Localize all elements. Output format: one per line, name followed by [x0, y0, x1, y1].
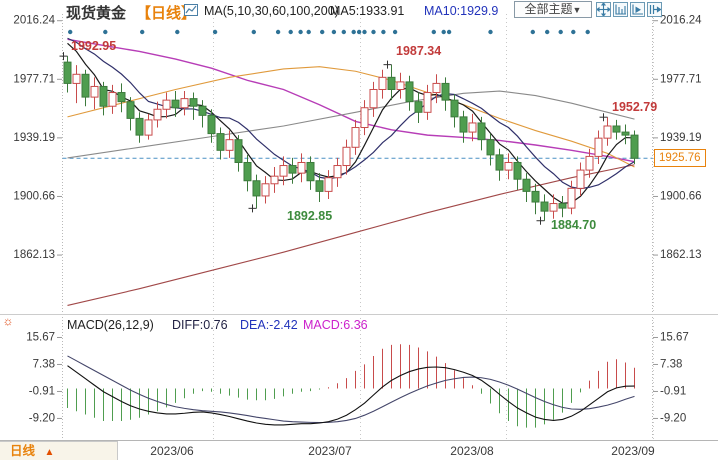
price-axis-label: 1900.66	[13, 190, 55, 202]
macd-params-label: MACD(26,12,9)	[67, 318, 154, 332]
ma10-value-label: MA10:1929.9	[424, 4, 499, 18]
annotations-layer: 1992.95 1987.34 1952.79 1892.85 1884.70	[59, 39, 657, 232]
price-axis-label: 1900.66	[660, 190, 702, 202]
themes-dropdown-label: 全部主题	[524, 2, 573, 16]
period-tag: 【日线】	[136, 5, 197, 22]
price-axis-label: 7.38	[660, 359, 682, 371]
macd-dif-line	[67, 365, 635, 426]
pan-tool-icon[interactable]	[596, 2, 611, 17]
ma-line-ma100	[67, 90, 635, 159]
price-annotation-low: 1884.70	[551, 218, 596, 232]
price-annotation-high: 1952.79	[612, 100, 657, 114]
price-annotation-high: 1987.34	[396, 44, 441, 58]
macd-diff-label: DIFF:0.76	[172, 318, 228, 332]
indicator-settings-icon[interactable]: ☼	[1, 314, 15, 328]
tab-daily-period[interactable]: 日线 ▲	[0, 441, 118, 460]
date-axis-label: 2023/06	[150, 444, 194, 458]
play-axis-tool-icon[interactable]	[630, 2, 645, 17]
price-axis-label: -0.91	[29, 385, 55, 397]
ma-line-ma200	[67, 164, 635, 306]
date-axis-label: 2023/09	[611, 444, 655, 458]
ma-line-ma5	[67, 42, 635, 204]
tab-daily-label: 日线	[10, 444, 36, 458]
ma-line-ma60	[67, 66, 635, 168]
ma5-value-label: MA5:1933.91	[330, 4, 405, 18]
event-dots-layer	[68, 29, 590, 35]
grid-layer	[0, 14, 718, 441]
ma-line-ma30	[67, 38, 635, 163]
price-axis-label: 1977.71	[13, 73, 55, 85]
macd-value-label: MACD:6.36	[303, 318, 368, 332]
macd-dea-label: DEA:-2.42	[240, 318, 298, 332]
bar-scale-tool-icon[interactable]	[613, 2, 628, 17]
tab-up-arrow-icon: ▲	[44, 447, 55, 458]
price-axis-label: 1977.71	[660, 73, 702, 85]
dropdown-arrow-icon: ▼	[572, 5, 582, 15]
ma-line-ma10	[67, 37, 635, 190]
step-forward-tool-icon[interactable]	[647, 2, 662, 17]
price-axis-label: -9.20	[29, 412, 55, 424]
price-axis-label: 1939.19	[660, 132, 702, 144]
price-axis-label: 1862.13	[660, 249, 702, 261]
price-axis-label: 2016.24	[660, 15, 702, 27]
instrument-title: 现货黄金	[66, 5, 127, 22]
macd-dea-line	[67, 355, 635, 424]
price-annotation-high: 1992.95	[71, 39, 116, 53]
price-annotation-low: 1892.85	[287, 209, 332, 223]
ma-overlays-layer	[67, 37, 635, 306]
ma-legend-label: MA(5,10,30,60,100,200)	[204, 4, 339, 18]
price-axis-label: 1862.13	[13, 249, 55, 261]
current-price-value: 1925.76	[659, 152, 701, 164]
themes-dropdown-button[interactable]: 全部主题▼	[514, 1, 592, 18]
current-price-label: 1925.76	[654, 149, 706, 167]
price-axis-label: 2016.24	[13, 15, 55, 27]
price-axis-label: 7.38	[33, 359, 55, 371]
price-axis-label: -9.20	[660, 412, 686, 424]
price-axis-label: 15.67	[26, 332, 55, 344]
macd-layer	[67, 344, 635, 428]
axis-labels-layer: 2016.24 2016.24 1977.71 1977.71 1939.19 1939.…	[13, 15, 702, 458]
price-axis-label: -0.91	[660, 385, 686, 397]
candles-layer	[63, 56, 639, 221]
date-axis-label: 2023/07	[308, 444, 352, 458]
sun-glyph: ☼	[2, 314, 14, 328]
price-axis-label: 15.67	[660, 332, 689, 344]
date-axis-label: 2023/08	[450, 444, 494, 458]
price-axis-label: 1939.19	[13, 132, 55, 144]
